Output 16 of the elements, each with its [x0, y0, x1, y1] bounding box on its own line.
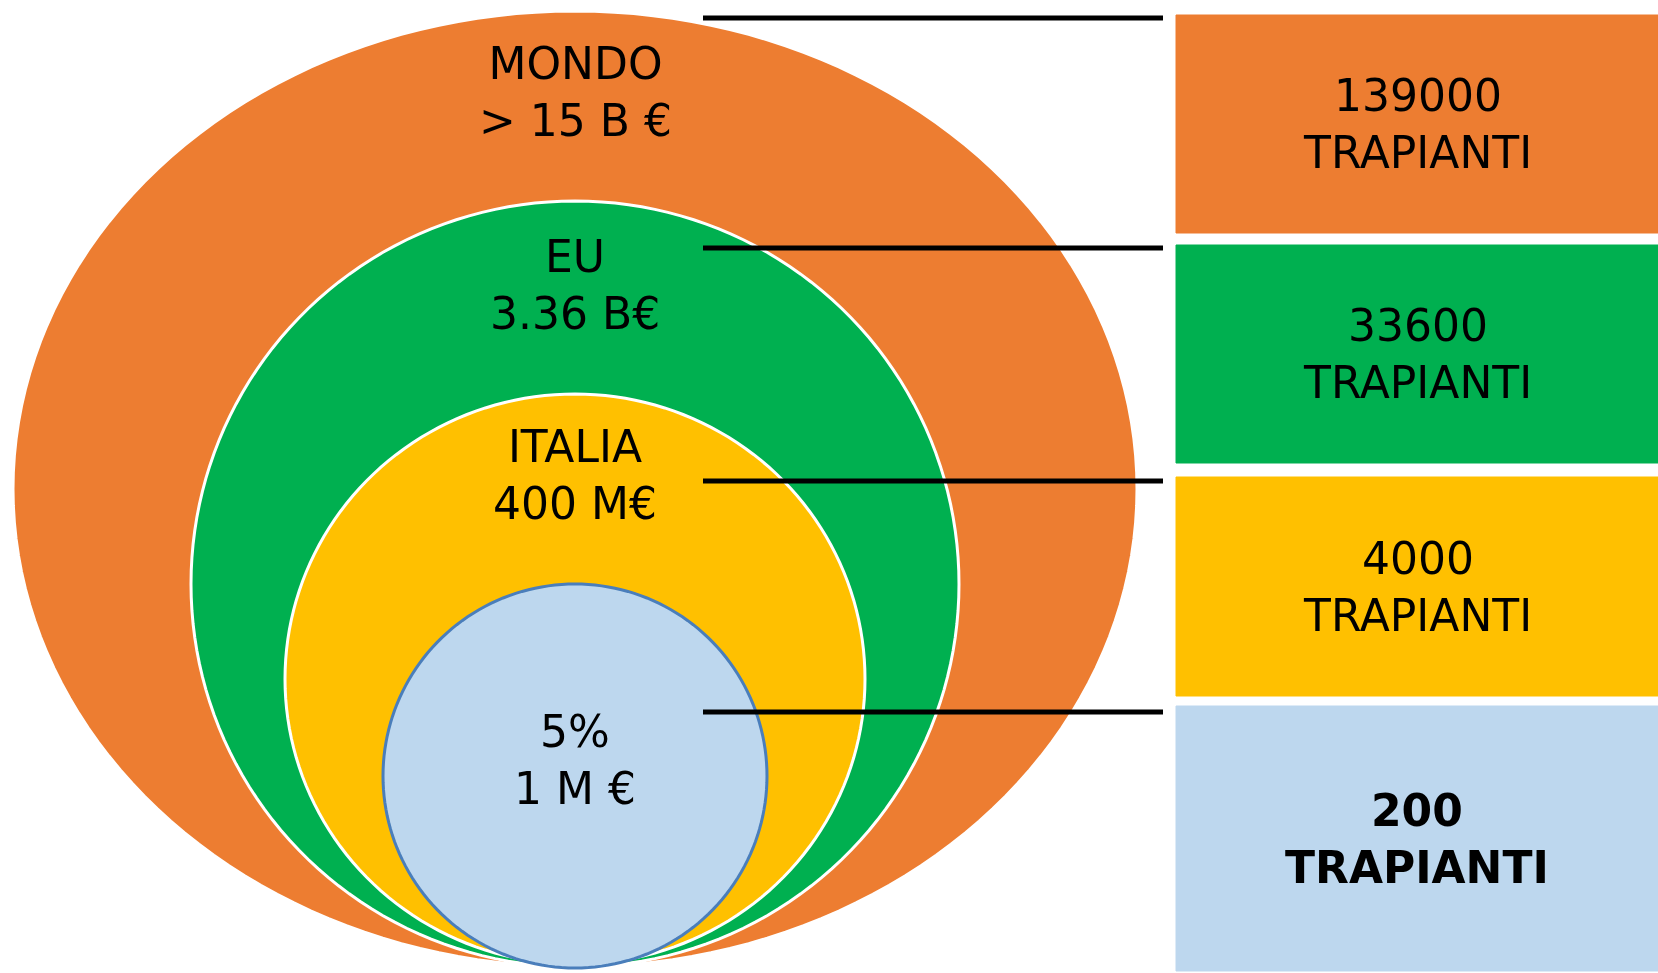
text: 400 M€ [493, 478, 657, 530]
text: TRAPIANTI [1285, 842, 1549, 894]
category-label: MONDO [488, 38, 663, 89]
data-label: 4000 [1362, 533, 1475, 584]
text: TRAPIANTI [1304, 357, 1533, 409]
series-label: TRAPIANTI [1303, 590, 1533, 642]
text: > 15 B € [479, 95, 672, 147]
data-label: 200 [1370, 785, 1463, 836]
category-label: EU [545, 231, 606, 282]
data-label: 139000 [1334, 70, 1503, 121]
category-label: 5% [540, 706, 610, 757]
text: 1 M € [514, 763, 636, 815]
data-label: 33600 [1348, 300, 1489, 351]
text: 3.36 B€ [490, 288, 661, 340]
text: TRAPIANTI [1304, 127, 1533, 179]
category-label: ITALIA [507, 421, 643, 472]
